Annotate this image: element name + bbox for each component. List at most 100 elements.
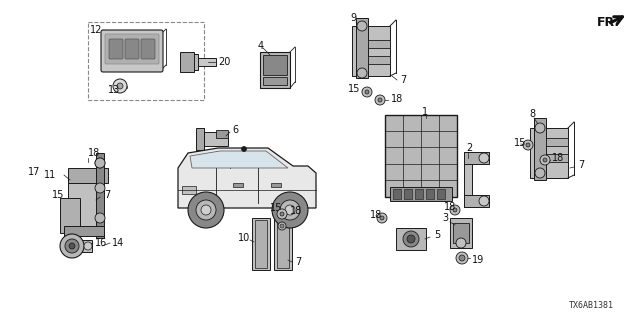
Bar — [368, 40, 390, 48]
Bar — [464, 195, 489, 207]
Circle shape — [95, 158, 105, 168]
Circle shape — [117, 83, 123, 89]
Bar — [260, 52, 290, 88]
Circle shape — [453, 208, 457, 212]
Circle shape — [479, 153, 489, 163]
Bar — [534, 118, 546, 180]
Bar — [450, 218, 472, 248]
Circle shape — [526, 143, 530, 147]
Text: FR.: FR. — [597, 15, 620, 28]
Circle shape — [450, 205, 460, 215]
Bar — [263, 77, 287, 85]
Bar — [453, 223, 469, 243]
Text: 7: 7 — [104, 190, 110, 200]
Text: 18: 18 — [552, 153, 564, 163]
Text: 4: 4 — [258, 41, 264, 51]
Text: 8: 8 — [529, 109, 535, 119]
Bar — [233, 183, 243, 187]
Polygon shape — [178, 148, 316, 208]
Bar — [188, 54, 198, 70]
Text: 16: 16 — [95, 238, 108, 248]
Bar — [356, 18, 368, 78]
Text: 5: 5 — [434, 230, 440, 240]
Bar — [390, 187, 452, 201]
Bar — [188, 58, 216, 66]
Circle shape — [60, 234, 84, 258]
Bar — [426, 189, 434, 199]
Text: 1: 1 — [422, 107, 428, 117]
Text: 12: 12 — [90, 25, 102, 35]
FancyBboxPatch shape — [105, 34, 159, 64]
Circle shape — [84, 242, 92, 250]
Circle shape — [65, 239, 79, 253]
Circle shape — [95, 183, 105, 193]
Bar — [415, 189, 423, 199]
Text: 14: 14 — [112, 238, 124, 248]
Bar — [464, 152, 489, 164]
Text: 7: 7 — [578, 160, 584, 170]
Text: 17: 17 — [28, 167, 40, 177]
FancyBboxPatch shape — [125, 39, 139, 59]
Bar — [216, 130, 228, 138]
Circle shape — [456, 238, 466, 248]
Text: 11: 11 — [44, 170, 56, 180]
Bar — [182, 186, 196, 194]
Bar — [68, 168, 108, 183]
Bar — [60, 198, 80, 233]
FancyBboxPatch shape — [101, 30, 163, 72]
Circle shape — [201, 205, 211, 215]
Circle shape — [479, 196, 489, 206]
Text: 6: 6 — [232, 125, 238, 135]
Circle shape — [523, 140, 533, 150]
Circle shape — [241, 147, 246, 151]
Circle shape — [459, 255, 465, 261]
Circle shape — [280, 200, 300, 220]
Circle shape — [365, 90, 369, 94]
Bar — [88, 22, 204, 100]
Bar — [530, 128, 568, 178]
Bar — [385, 115, 457, 197]
Text: 2: 2 — [466, 143, 472, 153]
Text: TX6AB1381: TX6AB1381 — [569, 301, 614, 310]
Polygon shape — [190, 151, 288, 168]
Text: 15: 15 — [514, 138, 526, 148]
Text: 15: 15 — [348, 84, 360, 94]
Circle shape — [380, 216, 384, 220]
Text: 18: 18 — [444, 202, 456, 212]
Bar — [274, 218, 292, 270]
Bar — [393, 189, 401, 199]
Text: 7: 7 — [295, 257, 301, 267]
Circle shape — [285, 205, 295, 215]
Text: 7: 7 — [400, 75, 406, 85]
Bar — [546, 154, 568, 162]
Circle shape — [403, 231, 419, 247]
Bar — [437, 189, 445, 199]
Circle shape — [272, 192, 308, 228]
Circle shape — [188, 192, 224, 228]
Circle shape — [278, 222, 286, 230]
Bar — [255, 220, 267, 268]
Text: 19: 19 — [472, 255, 484, 265]
Text: 18: 18 — [370, 210, 382, 220]
Circle shape — [378, 98, 382, 102]
Circle shape — [362, 87, 372, 97]
Bar — [196, 128, 204, 150]
Text: 13: 13 — [108, 85, 120, 95]
Text: 20: 20 — [218, 57, 230, 67]
Bar — [196, 132, 228, 146]
Circle shape — [95, 158, 105, 168]
Circle shape — [407, 235, 415, 243]
FancyBboxPatch shape — [141, 39, 155, 59]
Bar — [368, 56, 390, 64]
Circle shape — [357, 68, 367, 78]
Bar — [96, 153, 104, 238]
Text: 15: 15 — [270, 203, 282, 213]
Bar — [263, 55, 287, 75]
Text: 18: 18 — [290, 206, 302, 216]
Bar — [464, 152, 472, 207]
Bar — [180, 52, 194, 72]
Bar — [352, 26, 390, 76]
Text: 18: 18 — [391, 94, 403, 104]
Bar — [252, 218, 270, 270]
Text: 15: 15 — [52, 190, 65, 200]
